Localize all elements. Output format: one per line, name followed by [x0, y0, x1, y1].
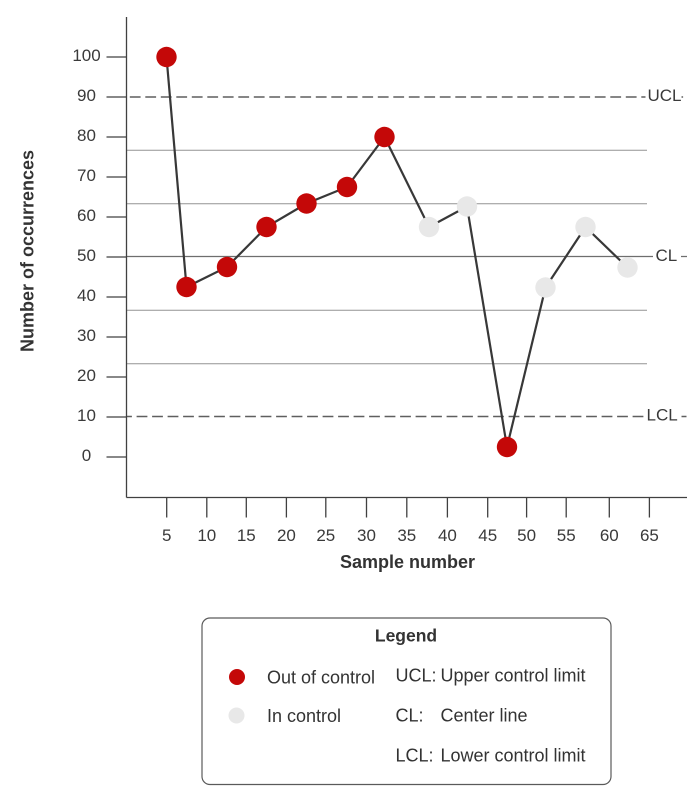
svg-text:UCL:: UCL: [396, 666, 437, 686]
svg-text:40: 40 [77, 286, 96, 305]
svg-text:UCL: UCL [648, 86, 682, 105]
svg-text:LCL:: LCL: [396, 746, 434, 766]
svg-text:Number of occurrences: Number of occurrences [18, 150, 38, 352]
svg-text:In control: In control [267, 706, 341, 726]
svg-text:90: 90 [77, 86, 96, 105]
svg-text:Lower control limit: Lower control limit [441, 746, 586, 766]
svg-text:Upper control limit: Upper control limit [441, 666, 586, 686]
svg-text:65: 65 [640, 526, 659, 545]
svg-text:30: 30 [77, 326, 96, 345]
svg-text:30: 30 [357, 526, 376, 545]
svg-text:70: 70 [77, 166, 96, 185]
svg-text:45: 45 [478, 526, 497, 545]
svg-text:Out of control: Out of control [267, 668, 375, 688]
svg-text:LCL: LCL [647, 406, 678, 425]
svg-text:60: 60 [77, 206, 96, 225]
svg-text:15: 15 [237, 526, 256, 545]
svg-text:35: 35 [397, 526, 416, 545]
svg-text:CL:: CL: [396, 706, 424, 726]
svg-text:60: 60 [600, 526, 619, 545]
svg-text:5: 5 [162, 526, 171, 545]
svg-text:10: 10 [77, 406, 96, 425]
svg-text:55: 55 [557, 526, 576, 545]
svg-text:Center line: Center line [441, 706, 528, 726]
svg-text:25: 25 [316, 526, 335, 545]
svg-text:50: 50 [517, 526, 536, 545]
svg-text:20: 20 [277, 526, 296, 545]
svg-text:80: 80 [77, 126, 96, 145]
svg-text:CL: CL [656, 246, 678, 265]
svg-text:20: 20 [77, 366, 96, 385]
svg-text:40: 40 [438, 526, 457, 545]
svg-text:Sample number: Sample number [340, 552, 475, 572]
svg-text:100: 100 [72, 46, 100, 65]
svg-text:0: 0 [82, 446, 91, 465]
svg-text:Legend: Legend [375, 626, 437, 646]
svg-text:10: 10 [197, 526, 216, 545]
svg-text:50: 50 [77, 246, 96, 265]
